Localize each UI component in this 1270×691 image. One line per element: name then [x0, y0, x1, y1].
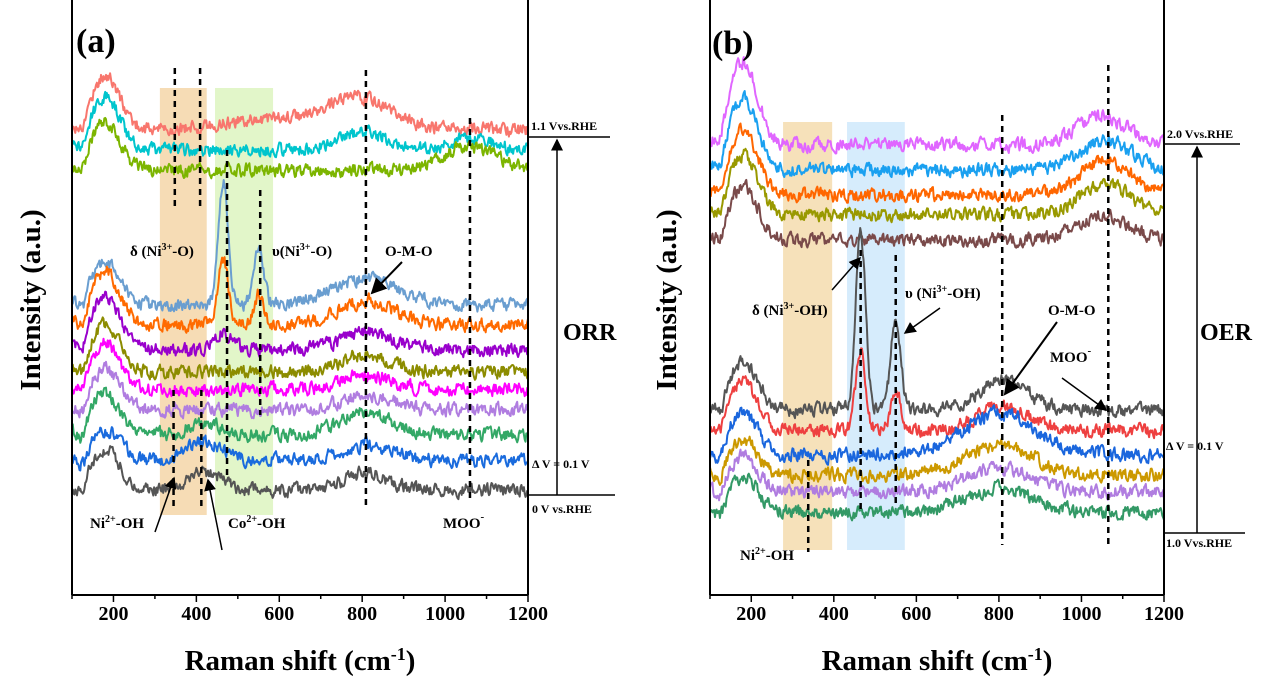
panel-b-shaded-regions — [783, 122, 905, 550]
panel-b-top-potential: 2.0 Vvs.RHE — [1167, 127, 1233, 141]
panel-a-axes: 200 400 600 800 1000 1200 — [71, 0, 548, 625]
panel-a-omo-arrow — [370, 261, 403, 295]
panel-b-ni2-label: Ni2+-OH — [740, 546, 794, 564]
panel-b-bottom-potential: 1.0 Vvs.RHE — [1166, 536, 1232, 550]
panel-b-x-tick-label: 1000 — [1061, 603, 1101, 625]
panel-a-spectrum-9 — [71, 360, 529, 420]
panel-a-x-tick-label: 1200 — [508, 603, 548, 625]
panel-b-nu-arrow — [903, 307, 941, 334]
panel-b-ylabel: Intensity (a.u.) — [651, 209, 683, 390]
panel-b-label: (b) — [712, 25, 754, 62]
panel-a-x-tick-label: 800 — [347, 603, 377, 625]
panel-a-spectrum-4 — [71, 179, 529, 313]
panel-b-x-tick-label: 1200 — [1144, 603, 1184, 625]
panel-b-spectra — [709, 56, 1165, 522]
panel-b-spectrum-6 — [709, 227, 1165, 420]
panel-b-x-tick-label: 800 — [984, 603, 1014, 625]
panel-a-delta-label: δ (Ni3+-O) — [130, 242, 194, 260]
panel-a-ni2-arrow — [154, 476, 177, 533]
panel-a-omo-label: O-M-O — [385, 244, 432, 260]
panel-a-co2-label: Co2+-OH — [228, 514, 286, 532]
panel-b-spectrum-4 — [709, 147, 1165, 224]
panel-b-spectrum-7 — [709, 347, 1165, 440]
panel-a-moo-label: MOO- — [443, 511, 485, 532]
panel-b-process: OER — [1200, 320, 1253, 346]
panel-a-x-tick-label: 1000 — [425, 603, 465, 625]
panel-b-spectrum-10 — [709, 448, 1165, 502]
panel-a-spectrum-2 — [71, 90, 529, 159]
panel-b-nu-label: υ (Ni3+-OH) — [905, 284, 981, 302]
panel-b-spectrum-8 — [709, 404, 1165, 466]
panel-a-spectrum-7 — [71, 316, 529, 381]
panel-a-process: ORR — [563, 320, 617, 346]
panel-b-step: Δ V = 0.1 V — [1166, 439, 1224, 453]
panel-b-moo-arrow — [1061, 377, 1108, 411]
panel-a-spectrum-11 — [71, 426, 529, 472]
panel-b-spectrum-11 — [709, 472, 1165, 522]
panel-a-step: Δ V = 0.1 V — [532, 457, 590, 471]
panel-a-x-tick-label: 400 — [181, 603, 211, 625]
panel-a-spectrum-1 — [71, 72, 529, 138]
panel-a-nu-label: υ(Ni3+-O) — [272, 242, 332, 260]
panel-b-x-tick-label: 600 — [901, 603, 931, 625]
panel-b-x-tick-label: 400 — [819, 603, 849, 625]
panel-a-x-tick-label: 600 — [264, 603, 294, 625]
panel-b-omo-arrow — [1003, 321, 1058, 396]
panel-a-spectrum-5 — [71, 256, 529, 334]
panel-b-delta-arrow — [831, 256, 861, 291]
panel-a-co2-arrow — [204, 478, 223, 551]
panel-b-xlabel: Raman shift (cm-1) — [822, 644, 1053, 677]
panel-b-moo-label: MOO- — [1050, 345, 1092, 366]
panel-b-spectrum-9 — [709, 435, 1165, 486]
panel-a-spectrum-8 — [71, 337, 529, 398]
panel-b-delta-label: δ (Ni3+-OH) — [752, 301, 828, 319]
panel-a-spectra — [71, 72, 529, 501]
panel-a-spectrum-6 — [71, 290, 529, 359]
panel-b-axes: 200 400 600 800 1000 1200 — [709, 0, 1184, 625]
panel-a-spectrum-3 — [71, 116, 529, 180]
panel-a-dashed-lines — [172, 68, 472, 510]
panel-a-label: (a) — [76, 23, 116, 60]
panel-b-spectrum-3 — [709, 122, 1165, 204]
panel-b-spectrum-1 — [709, 56, 1165, 155]
panel-b-spectrum-5 — [709, 178, 1165, 249]
panel-a-xlabel: Raman shift (cm-1) — [185, 644, 416, 677]
panel-a-ylabel: Intensity (a.u.) — [15, 209, 47, 390]
panel-a-spectrum-12 — [71, 445, 529, 501]
panel-a-top-potential: 1.1 Vvs.RHE — [531, 119, 597, 133]
panel-b-omo-label: O-M-O — [1048, 303, 1095, 319]
panel-a-spectrum-10 — [71, 386, 529, 444]
panel-b-x-tick-label: 200 — [736, 603, 766, 625]
panel-b-spectrum-2 — [709, 90, 1165, 179]
panel-a-ni2-label: Ni2+-OH — [90, 514, 144, 532]
panel-b-dashed-lines — [806, 65, 1110, 552]
panel-a-bottom-potential: 0 V vs.RHE — [532, 502, 592, 516]
panel-a-x-tick-label: 200 — [98, 603, 128, 625]
